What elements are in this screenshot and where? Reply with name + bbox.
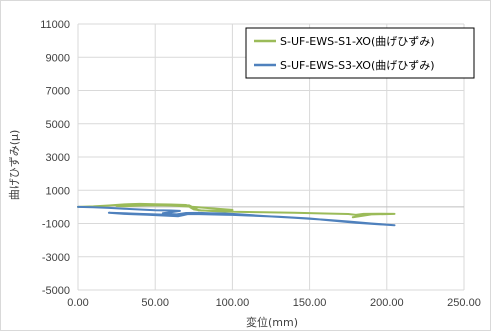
- y-axis-label: 曲げひずみ(μ): [8, 130, 21, 201]
- y-tick-label: -5000: [42, 285, 70, 297]
- series-line-s3: [77, 205, 396, 227]
- y-tick-label: 9000: [46, 52, 70, 64]
- x-axis-label: 変位(mm): [246, 315, 298, 329]
- legend-label-s3: S-UF-EWS-S3-XO(曲げひずみ): [280, 59, 435, 72]
- x-tick-label: 50.00: [141, 297, 169, 309]
- tick-labels: -5000 -3000 -1000 1000 3000 5000 7000 9000 11000…: [40, 19, 481, 309]
- y-tick-label: -1000: [42, 219, 70, 231]
- x-tick-label: 200.00: [370, 297, 404, 309]
- x-tick-label: 100.00: [216, 297, 250, 309]
- series-line-s1: [77, 202, 396, 219]
- y-tick-label: 11000: [40, 19, 70, 31]
- y-tick-label: 5000: [46, 119, 70, 131]
- legend: S-UF-EWS-S1-XO(曲げひずみ) S-UF-EWS-S3-XO(曲げひ…: [245, 27, 475, 79]
- y-tick-label: 3000: [46, 152, 70, 164]
- legend-box: [245, 27, 475, 79]
- y-tick-label: 7000: [46, 86, 70, 98]
- x-tick-label: 150.00: [293, 297, 327, 309]
- y-tick-label: 1000: [46, 185, 70, 197]
- x-tick-label: 0.00: [67, 297, 88, 309]
- legend-label-s1: S-UF-EWS-S1-XO(曲げひずみ): [280, 35, 435, 48]
- x-tick-label: 250.00: [447, 297, 481, 309]
- series-layer: [77, 202, 396, 227]
- y-tick-label: -3000: [42, 252, 70, 264]
